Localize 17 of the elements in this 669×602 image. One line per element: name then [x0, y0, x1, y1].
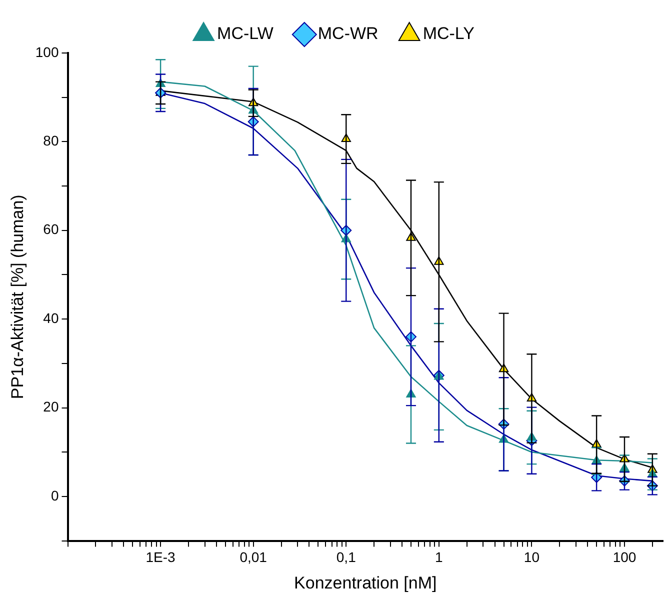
y-axis-title: PP1α-Aktivität [%] (human)	[8, 194, 27, 400]
y-tick-label: 60	[43, 221, 59, 238]
legend-label: MC-LY	[422, 24, 474, 44]
x-tick-label: 1	[435, 549, 444, 566]
y-tick-label: 100	[35, 44, 59, 60]
legend-label: MC-LW	[217, 24, 274, 44]
x-tick-label: 100	[612, 549, 636, 566]
x-tick-label: 10	[524, 549, 540, 566]
y-tick-label: 20	[43, 398, 59, 415]
x-tick-label: 0,01	[240, 549, 268, 566]
y-tick-label: 40	[43, 310, 59, 326]
y-tick-label: 80	[43, 132, 59, 149]
x-tick-label: 0,1	[336, 549, 356, 566]
y-tick-label: 0	[50, 487, 59, 504]
x-axis-title: Konzentration [nM]	[294, 573, 437, 592]
legend-label: MC-WR	[318, 24, 378, 44]
x-tick-label: 1E-3	[146, 549, 176, 566]
